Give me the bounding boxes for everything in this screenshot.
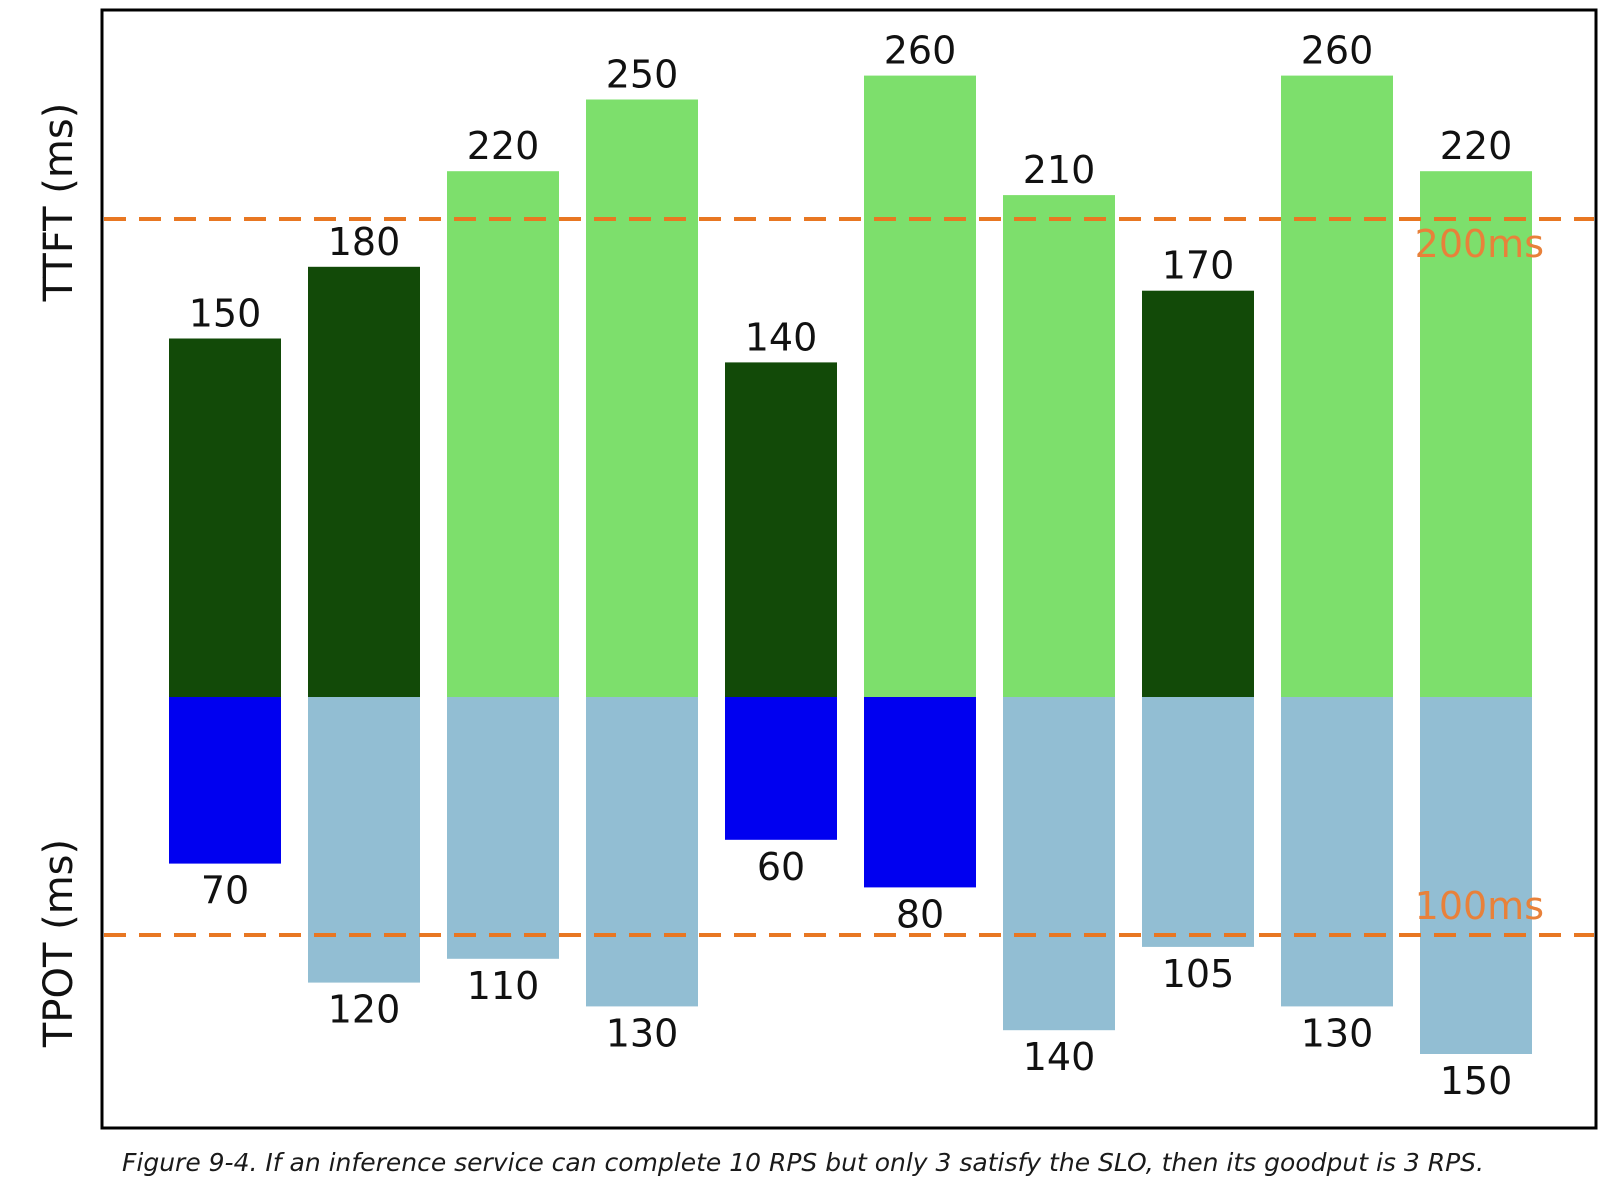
ttft-bar-7 bbox=[1003, 195, 1115, 697]
ttft-bar-5 bbox=[725, 362, 837, 697]
thresholds-group: 200ms 100ms bbox=[104, 217, 1594, 937]
ttft-bar-2 bbox=[308, 266, 420, 697]
tpot-value-label-7: 140 bbox=[1023, 1035, 1096, 1079]
ttft-threshold-label: 200ms bbox=[1415, 222, 1544, 266]
tpot-bar-5 bbox=[725, 697, 837, 840]
tpot-bar-6 bbox=[864, 697, 976, 888]
value-labels-group: 150 70 180 120 220 110 250 130 140 60 260 80 210 140 1… bbox=[189, 29, 1513, 1103]
ttft-value-label-3: 220 bbox=[467, 124, 540, 168]
tpot-bar-9 bbox=[1281, 697, 1393, 1007]
ttft-bar-9 bbox=[1281, 75, 1393, 698]
tpot-bar-3 bbox=[447, 697, 559, 959]
ttft-axis-label: TTFT (ms) bbox=[36, 103, 82, 303]
ttft-bar-6 bbox=[864, 75, 976, 698]
tpot-value-label-5: 60 bbox=[757, 845, 805, 889]
ttft-bar-8 bbox=[1142, 290, 1254, 697]
tpot-value-label-1: 70 bbox=[201, 869, 249, 913]
tpot-value-label-8: 105 bbox=[1162, 952, 1235, 996]
tpot-axis-label: TPOT (ms) bbox=[36, 839, 82, 1048]
ttft-value-label-1: 150 bbox=[189, 292, 262, 336]
tpot-bar-1 bbox=[169, 697, 281, 864]
tpot-value-label-10: 150 bbox=[1440, 1059, 1513, 1103]
tpot-value-label-3: 110 bbox=[467, 964, 540, 1008]
ttft-value-label-4: 250 bbox=[606, 53, 679, 97]
tpot-bar-4 bbox=[586, 697, 698, 1007]
ttft-value-label-8: 170 bbox=[1162, 244, 1235, 288]
tpot-bar-10 bbox=[1420, 697, 1532, 1054]
tpot-value-label-6: 80 bbox=[896, 892, 944, 936]
tpot-bar-7 bbox=[1003, 697, 1115, 1031]
ttft-value-label-5: 140 bbox=[745, 315, 818, 359]
ttft-value-label-2: 180 bbox=[328, 220, 401, 264]
plot-frame bbox=[100, 8, 1598, 1130]
figure-caption: Figure 9-4. If an inference service can … bbox=[122, 1148, 1484, 1177]
tpot-bar-2 bbox=[308, 697, 420, 983]
ttft-bar-4 bbox=[586, 99, 698, 697]
ttft-bar-1 bbox=[169, 338, 281, 697]
tpot-value-label-9: 130 bbox=[1301, 1011, 1374, 1055]
tpot-value-label-2: 120 bbox=[328, 988, 401, 1032]
tpot-threshold-label: 100ms bbox=[1415, 884, 1544, 928]
ttft-bar-10 bbox=[1420, 171, 1532, 697]
tpot-value-label-4: 130 bbox=[606, 1011, 679, 1055]
ttft-value-label-9: 260 bbox=[1301, 29, 1374, 73]
ttft-value-label-6: 260 bbox=[884, 29, 957, 73]
ttft-bar-3 bbox=[447, 171, 559, 697]
tpot-bar-8 bbox=[1142, 697, 1254, 947]
ttft-value-label-7: 210 bbox=[1023, 148, 1096, 192]
ttft-value-label-10: 220 bbox=[1440, 124, 1513, 168]
